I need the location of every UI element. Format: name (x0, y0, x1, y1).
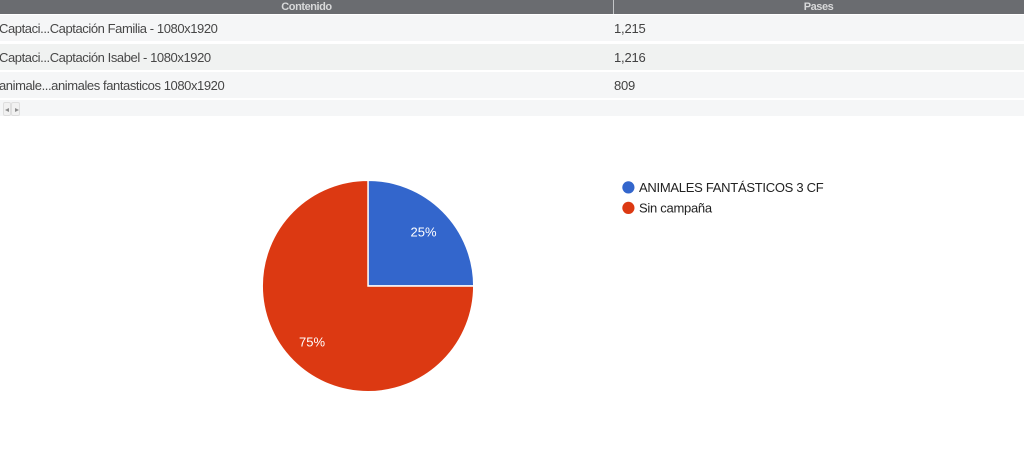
svg-text:ANIMALES FANTÁSTICOS 3 CF: ANIMALES FANTÁSTICOS 3 CF (639, 180, 824, 195)
svg-text:25%: 25% (410, 225, 436, 240)
svg-text:75%: 75% (299, 335, 325, 350)
svg-text:Sin campaña: Sin campaña (639, 200, 713, 215)
